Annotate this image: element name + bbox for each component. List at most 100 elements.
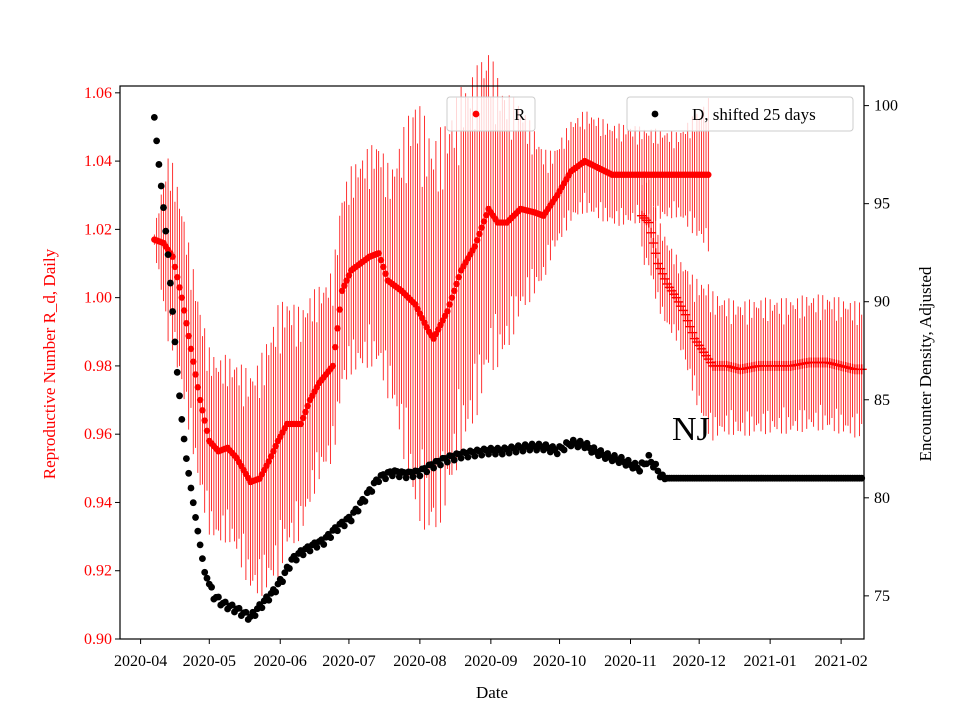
r-projected-point: [856, 364, 867, 375]
d-point: [526, 446, 534, 454]
d-point: [389, 472, 396, 480]
d-point: [636, 467, 644, 475]
d-series: [150, 113, 866, 623]
d-point: [652, 460, 660, 468]
r-projected-point: [652, 258, 663, 269]
x-tick-label: 2020-11: [604, 653, 657, 670]
d-point: [416, 472, 424, 480]
d-point: [215, 593, 222, 601]
r-point: [272, 442, 279, 450]
r-point: [377, 256, 385, 264]
r-point: [178, 294, 186, 301]
d-point: [201, 568, 209, 576]
y-left-tick-label: 0.92: [84, 563, 112, 580]
d-point: [443, 458, 451, 466]
x-tick-label: 2021-01: [743, 653, 796, 670]
r-point: [196, 396, 204, 404]
r-point: [171, 263, 179, 271]
r-projected-point: [687, 327, 698, 338]
r-projected-point: [671, 292, 682, 303]
d-point: [164, 251, 172, 259]
r-point: [183, 320, 190, 327]
y-left-tick-label: 1.04: [84, 153, 112, 170]
y-left-tick-label: 1.02: [84, 221, 112, 238]
legend-d-box: [626, 96, 854, 132]
r-projected-point: [650, 248, 661, 259]
y-left-tick-label: 1.06: [84, 85, 112, 102]
y-axis-right-label: Encounter Density, Adjusted: [916, 266, 935, 461]
r-point: [190, 358, 197, 365]
d-point: [313, 543, 321, 551]
r-point: [343, 277, 350, 284]
d-point: [182, 455, 190, 462]
d-point: [178, 415, 186, 423]
r-point: [180, 307, 188, 314]
d-point: [272, 588, 280, 596]
r-error-bars: [153, 55, 863, 596]
d-point: [279, 578, 286, 586]
x-tick-label: 2020-07: [322, 653, 375, 670]
legend-r: R: [446, 96, 536, 132]
r-point: [480, 218, 488, 225]
d-point: [189, 499, 197, 507]
r-point: [270, 448, 277, 455]
annotation-nj: NJ: [672, 411, 710, 448]
d-point: [327, 534, 335, 542]
d-point: [409, 473, 417, 481]
r-point: [331, 343, 339, 351]
d-point: [281, 569, 289, 577]
x-tick-label: 2020-06: [254, 653, 307, 670]
d-point: [368, 488, 376, 495]
r-projected-point: [685, 321, 696, 332]
d-point: [185, 469, 193, 477]
d-point: [430, 464, 438, 472]
r-point: [185, 332, 192, 340]
d-point: [171, 338, 179, 346]
d-point: [395, 473, 403, 481]
legend-d-marker: [651, 110, 659, 118]
r-point: [382, 270, 389, 277]
r-projected-point: [648, 238, 659, 249]
legend-r-box: [446, 96, 536, 132]
y-left-tick-label: 0.98: [84, 358, 112, 375]
d-point: [654, 467, 662, 475]
d-point: [265, 596, 273, 604]
d-point: [299, 551, 307, 559]
d-point: [457, 454, 465, 462]
r-point: [329, 362, 337, 370]
r-point: [199, 407, 206, 414]
x-tick-label: 2020-12: [673, 653, 726, 670]
x-tick-label: 2020-10: [533, 653, 586, 670]
r-point: [194, 384, 202, 391]
r-point: [338, 287, 346, 295]
d-point: [471, 452, 479, 460]
x-tick-label: 2020-05: [183, 653, 236, 670]
d-point: [242, 608, 250, 616]
r-point: [265, 458, 272, 465]
r-point: [451, 287, 458, 295]
d-point: [153, 137, 161, 145]
d-point: [221, 598, 229, 606]
r-point: [192, 371, 199, 378]
y-right-tick-label: 85: [874, 392, 890, 409]
r-point: [176, 284, 183, 291]
axes-layer: 2020-04 2020-05 2020-06 2020-07 2020-08 2020-…: [84, 85, 898, 670]
r-point: [705, 171, 712, 178]
y-left-tick-label: 0.94: [84, 494, 112, 511]
d-point: [340, 522, 348, 530]
r-point: [448, 294, 456, 301]
d-point: [512, 448, 520, 456]
y-left-tick-label: 0.90: [84, 631, 112, 648]
d-point: [478, 451, 486, 459]
r-projected-series: [636, 210, 867, 375]
y-right-tick-label: 95: [874, 196, 890, 213]
d-point: [173, 368, 181, 376]
y-left-tick-label: 1.00: [84, 290, 112, 307]
d-point: [464, 453, 472, 461]
r-point: [299, 414, 307, 422]
r-point: [453, 280, 460, 288]
r-projected-point: [678, 305, 689, 316]
y-right-tick-label: 75: [874, 588, 890, 605]
d-point: [553, 450, 561, 458]
d-point: [533, 446, 541, 454]
